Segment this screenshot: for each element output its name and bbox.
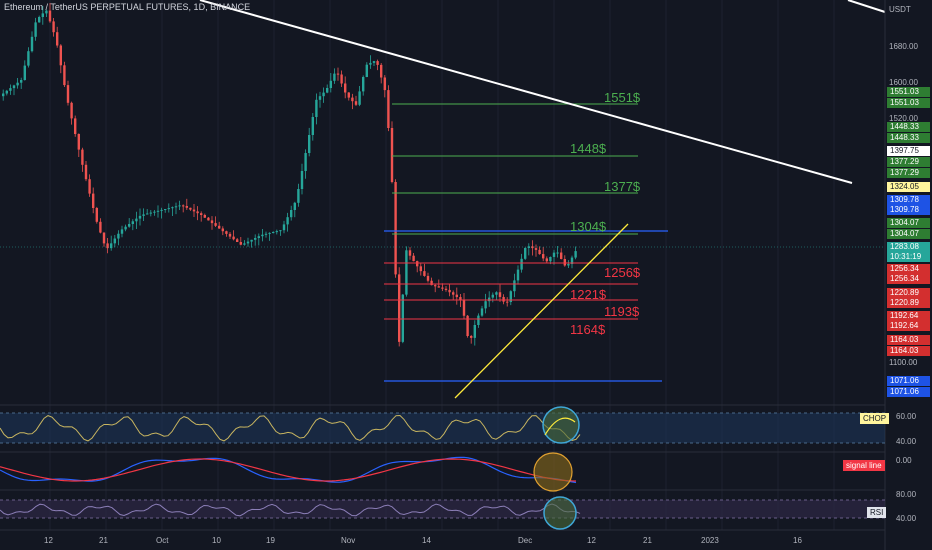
price-tag: 1377.29 xyxy=(887,168,930,178)
chop-highlight-curve xyxy=(544,417,576,436)
chop-hi: 60.00 xyxy=(896,412,917,421)
price-tag: 1071.06 xyxy=(887,387,930,397)
price-tag: 1071.06 xyxy=(887,376,930,386)
candlestick-series xyxy=(2,2,577,347)
chop-highlight-circle xyxy=(542,406,580,444)
price-tag: 1377.29 xyxy=(887,157,930,167)
time-tick: 21 xyxy=(99,536,108,545)
price-tag: 1448.33 xyxy=(887,133,930,143)
macd-signal-line xyxy=(0,458,577,482)
price-tick: 1520.00 xyxy=(889,114,918,123)
time-tick: 14 xyxy=(422,536,431,545)
price-tag: 1551.03 xyxy=(887,98,930,108)
price-tag: 10:31:19 xyxy=(887,252,930,262)
time-tick: Dec xyxy=(518,536,533,545)
price-tag: 1256.34 xyxy=(887,264,930,274)
time-tick: 12 xyxy=(587,536,596,545)
time-tick: 19 xyxy=(266,536,275,545)
level-label-1551: 1551$ xyxy=(604,90,641,105)
price-tag: 1397.75 xyxy=(887,146,930,156)
time-tick: Oct xyxy=(156,536,169,545)
chop-line xyxy=(0,414,581,442)
time-tick: 2023 xyxy=(701,536,719,545)
rsi-line xyxy=(0,503,581,517)
rsi-hi: 80.00 xyxy=(896,490,917,499)
rsi-label[interactable]: RSI xyxy=(867,507,887,518)
ascending-trendline xyxy=(454,223,629,399)
macd-line xyxy=(0,456,577,484)
price-tag: 1192.64 xyxy=(887,311,930,321)
price-tag: 1309.78 xyxy=(887,195,930,205)
chart-grid xyxy=(49,0,835,530)
time-tick: 21 xyxy=(643,536,652,545)
level-label-1256: 1256$ xyxy=(604,265,641,280)
level-label-1377: 1377$ xyxy=(604,179,641,194)
descending-trendline-top xyxy=(847,0,886,13)
level-label-1164: 1164$ xyxy=(570,322,606,337)
macd-zero: 0.00 xyxy=(896,456,912,465)
price-tag: 1220.89 xyxy=(887,298,930,308)
time-tick: 16 xyxy=(793,536,802,545)
price-tag: 1309.78 xyxy=(887,205,930,215)
time-tick: 12 xyxy=(44,536,53,545)
currency-label: USDT xyxy=(889,5,911,14)
price-tick: 1600.00 xyxy=(889,78,918,87)
price-tag: 1164.03 xyxy=(887,346,930,356)
price-tag: 1256.34 xyxy=(887,274,930,284)
rsi-band xyxy=(0,500,885,518)
price-tag: 1164.03 xyxy=(887,335,930,345)
level-label-1221: 1221$ xyxy=(570,287,607,302)
macd-highlight-circle xyxy=(533,452,573,492)
price-tick: 1680.00 xyxy=(889,42,918,51)
time-tick: Nov xyxy=(341,536,356,545)
chop-lo: 40.00 xyxy=(896,437,917,446)
rsi-highlight-circle xyxy=(543,496,577,530)
level-label-1448: 1448$ xyxy=(570,141,607,156)
price-tag: 1324.05 xyxy=(887,182,930,192)
price-tag: 1304.07 xyxy=(887,229,930,239)
price-tick: 1100.00 xyxy=(889,358,918,367)
chop-band xyxy=(0,413,885,443)
chop-label[interactable]: CHOP xyxy=(860,413,890,424)
macd-signal-label[interactable]: signal line xyxy=(843,460,885,471)
price-tag: 1551.03 xyxy=(887,87,930,97)
price-tag: 1192.64 xyxy=(887,321,930,331)
price-tag: 1448.33 xyxy=(887,122,930,132)
chart-title: Ethereum / TetherUS PERPETUAL FUTURES, 1… xyxy=(4,2,251,12)
descending-trendline xyxy=(199,0,853,184)
time-tick: 10 xyxy=(212,536,221,545)
price-tag: 1220.89 xyxy=(887,288,930,298)
price-tag: 1304.07 xyxy=(887,218,930,228)
price-tag: 1283.08 xyxy=(887,242,930,252)
rsi-lo: 40.00 xyxy=(896,514,917,523)
level-label-1304: 1304$ xyxy=(570,219,607,234)
level-label-1193: 1193$ xyxy=(604,304,640,319)
